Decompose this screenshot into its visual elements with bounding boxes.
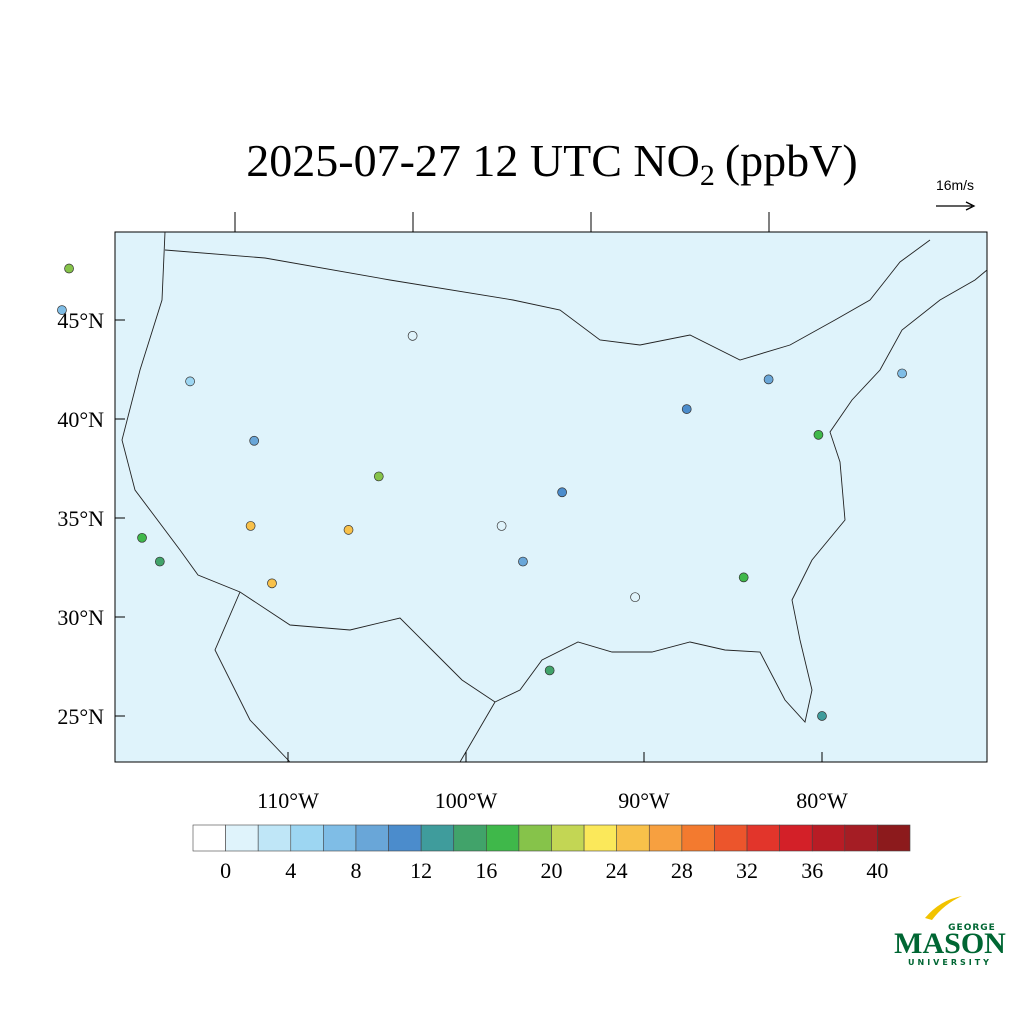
station bbox=[343, 525, 354, 535]
wind-reference-label: 16m/s bbox=[936, 177, 974, 193]
station bbox=[738, 572, 749, 583]
station bbox=[544, 665, 555, 676]
colorbar-box bbox=[453, 824, 487, 852]
logo: GEORGE MASON UNIVERSITY bbox=[894, 896, 1006, 967]
station bbox=[630, 592, 640, 603]
colorbar-tick-label: 4 bbox=[285, 858, 296, 883]
station bbox=[407, 330, 418, 341]
colorbar-tick-label: 0 bbox=[220, 858, 231, 883]
colorbar-box bbox=[355, 824, 389, 852]
station bbox=[373, 471, 384, 482]
station bbox=[557, 487, 567, 498]
colorbar-box bbox=[844, 824, 878, 852]
colorbar-box bbox=[225, 824, 259, 852]
station bbox=[137, 532, 147, 543]
stations bbox=[57, 263, 907, 721]
lat-tick-label: 35°N bbox=[57, 506, 104, 531]
lon-tick-label: 90°W bbox=[618, 788, 670, 813]
colorbar-box bbox=[486, 824, 520, 852]
colorbar-box bbox=[420, 824, 455, 852]
colorbar-tick-label: 32 bbox=[736, 858, 758, 883]
colorbar-box bbox=[714, 824, 748, 852]
station bbox=[817, 711, 827, 721]
station bbox=[897, 368, 907, 379]
colorbar-tick-label: 16 bbox=[475, 858, 497, 883]
colorbar-box bbox=[779, 824, 813, 852]
station bbox=[245, 521, 256, 531]
colorbar-box bbox=[290, 824, 324, 852]
colorbar-tick-label: 24 bbox=[606, 858, 628, 883]
station bbox=[154, 556, 165, 567]
wind-reference-arrow bbox=[936, 201, 976, 211]
axes: 45°N 40°N 35°N 30°N 25°N 110°W 100°W 90°W 80°W bbox=[57, 212, 848, 813]
title-main: 2025-07-27 12 UTC NO bbox=[246, 135, 700, 186]
lat-tick-label: 40°N bbox=[57, 407, 104, 432]
colorbar-box bbox=[583, 824, 617, 852]
map-frame bbox=[114, 231, 988, 763]
colorbar-box bbox=[616, 824, 650, 852]
lon-tick-label: 100°W bbox=[435, 788, 498, 813]
station bbox=[496, 521, 507, 531]
title: 2025-07-27 12 UTC NO2 (ppbV) bbox=[246, 135, 857, 192]
station bbox=[249, 435, 260, 446]
logo-bottom: UNIVERSITY bbox=[908, 958, 992, 967]
colorbar-box bbox=[257, 824, 292, 852]
colorbar-tick-label: 8 bbox=[350, 858, 361, 883]
station bbox=[518, 556, 528, 567]
logo-main: MASON bbox=[894, 927, 1006, 960]
lon-tick-label: 80°W bbox=[796, 788, 848, 813]
colorbar-box bbox=[192, 824, 226, 852]
colorbar-box bbox=[877, 824, 911, 852]
colorbar-tick-label: 40 bbox=[866, 858, 888, 883]
station bbox=[813, 429, 824, 440]
colorbar-box bbox=[648, 824, 683, 852]
logo-swoosh bbox=[925, 896, 962, 920]
colorbar-box bbox=[518, 824, 552, 852]
station bbox=[185, 376, 195, 387]
colorbar-box bbox=[388, 824, 422, 852]
title-sub: 2 bbox=[700, 159, 715, 192]
lat-tick-label: 45°N bbox=[57, 308, 104, 333]
colorbar-tick-label: 28 bbox=[671, 858, 693, 883]
station bbox=[64, 263, 74, 274]
lat-tick-label: 30°N bbox=[57, 605, 104, 630]
station bbox=[267, 578, 277, 589]
colorbar-tick-label: 12 bbox=[410, 858, 432, 883]
lon-tick-label: 110°W bbox=[257, 788, 319, 813]
logo-top: GEORGE bbox=[948, 923, 996, 933]
colorbar: 0 4 8 12 16 20 24 28 32 36 40 bbox=[192, 824, 911, 883]
colorbar-box bbox=[323, 824, 357, 852]
colorbar-tick-label: 20 bbox=[541, 858, 563, 883]
colorbar-tick-label: 36 bbox=[801, 858, 823, 883]
colorbar-box bbox=[811, 824, 846, 852]
coastline bbox=[121, 231, 988, 763]
station bbox=[763, 374, 774, 385]
colorbar-box bbox=[551, 824, 585, 852]
station bbox=[681, 404, 692, 414]
colorbar-box bbox=[746, 824, 780, 852]
station bbox=[57, 305, 67, 315]
title-end: (ppbV) bbox=[725, 135, 858, 186]
lat-tick-label: 25°N bbox=[57, 704, 104, 729]
colorbar-box bbox=[681, 824, 715, 852]
